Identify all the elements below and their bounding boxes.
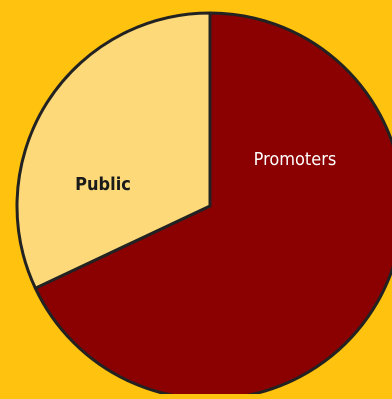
- pie-slice-promoters: [33, 11, 392, 399]
- pie-labels: Promoters Public: [75, 149, 336, 195]
- slice-label-promoters: Promoters: [254, 149, 337, 170]
- slice-label-public: Public: [75, 174, 131, 195]
- pie-slices: [15, 11, 392, 399]
- pie-slice-public: [15, 11, 212, 290]
